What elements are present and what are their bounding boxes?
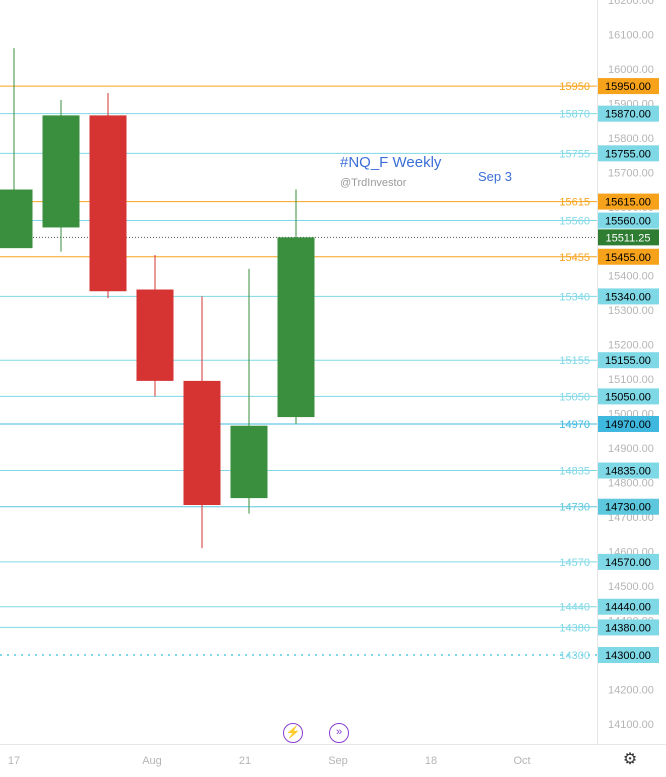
level-tag xyxy=(597,78,659,95)
level-tag-label: 14300.00 xyxy=(605,650,651,662)
candle-body[interactable] xyxy=(183,380,221,506)
level-tag-label: 15615.00 xyxy=(605,197,651,209)
price-tick-label: 15400.00 xyxy=(608,271,654,283)
level-tag-label: 15870.00 xyxy=(605,109,651,121)
candle-body[interactable] xyxy=(277,237,315,418)
price-tick-label: 15700.00 xyxy=(608,167,654,179)
time-tick-label: 18 xyxy=(425,755,437,767)
level-tag xyxy=(597,388,659,405)
chart-title: #NQ_F Weekly xyxy=(340,154,442,171)
time-tick-label: 21 xyxy=(239,755,251,767)
candle-body[interactable] xyxy=(42,115,80,228)
level-tag-label: 15155.00 xyxy=(605,355,651,367)
level-label: 14440 xyxy=(559,602,590,614)
level-tag-label: 15455.00 xyxy=(605,252,651,264)
level-tag-label: 15340.00 xyxy=(605,291,651,303)
time-tick-label: Aug xyxy=(142,755,162,767)
level-label: 14730 xyxy=(559,502,590,514)
chart-annotation: Sep 3 xyxy=(478,169,512,184)
level-tag xyxy=(597,212,659,229)
time-axis-divider xyxy=(0,744,666,745)
price-tick-label: 16200.00 xyxy=(608,0,654,7)
price-tick-label: 14900.00 xyxy=(608,443,654,455)
level-tag xyxy=(597,462,659,479)
level-label: 15755 xyxy=(559,148,590,160)
gear-icon[interactable]: ⚙ xyxy=(622,751,638,768)
price-tick-label: 16100.00 xyxy=(608,29,654,41)
level-label: 14300 xyxy=(559,650,590,662)
level-tag-label: 14380.00 xyxy=(605,622,651,634)
level-label: 14570 xyxy=(559,557,590,569)
time-tick-label: 17 xyxy=(8,755,20,767)
level-label: 15455 xyxy=(559,252,590,264)
price-tick-label: 15100.00 xyxy=(608,374,654,386)
level-tag-label: 14440.00 xyxy=(605,602,651,614)
level-tag xyxy=(597,288,659,305)
lightning-icon[interactable]: ⚡ xyxy=(283,723,303,743)
level-tag xyxy=(597,498,659,515)
level-label: 15155 xyxy=(559,355,590,367)
level-tag xyxy=(597,647,659,663)
level-tag-label: 15050.00 xyxy=(605,391,651,403)
level-label: 15560 xyxy=(559,216,590,228)
level-tag-label: 14730.00 xyxy=(605,502,651,514)
chart-author: @TrdInvestor xyxy=(340,177,407,189)
level-tag xyxy=(597,352,659,369)
level-tag xyxy=(597,415,659,432)
level-label: 15340 xyxy=(559,291,590,303)
price-tick-label: 14800.00 xyxy=(608,478,654,490)
level-label: 14970 xyxy=(559,419,590,431)
price-axis-divider xyxy=(597,0,598,744)
time-tick-label: Oct xyxy=(513,755,530,767)
price-tick-label: 14700.00 xyxy=(608,512,654,524)
price-tick-label: 14100.00 xyxy=(608,719,654,731)
price-tick-label: 16000.00 xyxy=(608,64,654,76)
level-label: 15870 xyxy=(559,109,590,121)
candle-body[interactable] xyxy=(136,289,174,381)
price-tick-label: 15300.00 xyxy=(608,305,654,317)
candle-body[interactable] xyxy=(89,115,127,292)
price-tick-label: 14200.00 xyxy=(608,684,654,696)
level-label: 15050 xyxy=(559,391,590,403)
level-tag xyxy=(597,145,659,162)
level-tag-label: 14835.00 xyxy=(605,466,651,478)
level-tag-label: 15560.00 xyxy=(605,216,651,228)
last-price-tag xyxy=(597,229,659,246)
candle-body[interactable] xyxy=(0,189,33,249)
level-label: 14380 xyxy=(559,622,590,634)
level-tag xyxy=(597,248,659,265)
level-tag xyxy=(597,598,659,615)
last-price-tag-label: 15511.25 xyxy=(605,232,650,244)
level-tag xyxy=(597,193,659,210)
level-tag xyxy=(597,619,659,636)
price-tick-label: 15200.00 xyxy=(608,340,654,352)
level-tag xyxy=(597,105,659,122)
time-tick-label: Sep xyxy=(328,755,348,767)
level-tag xyxy=(597,553,659,570)
level-tag-label: 15755.00 xyxy=(605,148,651,160)
price-tick-label: 14500.00 xyxy=(608,581,654,593)
level-label: 15615 xyxy=(559,197,590,209)
skip-forward-icon[interactable]: » xyxy=(329,723,349,743)
level-label: 14835 xyxy=(559,466,590,478)
candle-body[interactable] xyxy=(230,425,268,499)
level-tag-label: 15950.00 xyxy=(605,81,651,93)
level-label: 15950 xyxy=(559,81,590,93)
level-tag-label: 14970.00 xyxy=(605,419,651,431)
price-tick-label: 15800.00 xyxy=(608,133,654,145)
level-tag-label: 14570.00 xyxy=(605,557,651,569)
